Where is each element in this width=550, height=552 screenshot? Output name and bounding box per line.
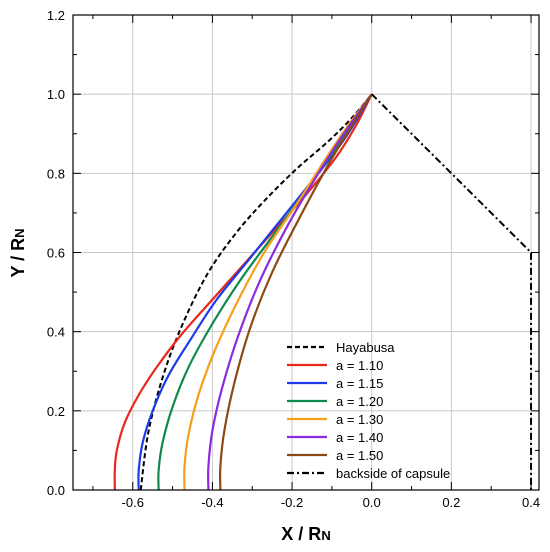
legend: Hayabusa a = 1.10 a = 1.15 a = 1.20 a = 1.30… (287, 340, 450, 481)
series-line-hayabusa (139, 93, 373, 491)
legend-label-a-1-20: a = 1.20 (336, 394, 383, 409)
series-line-a-1-40 (207, 93, 373, 491)
x-axis-title-subscript: N (321, 528, 330, 543)
axis-title-layer: X / RN Y / RN (8, 228, 331, 544)
series-line-a-1-30 (183, 93, 373, 491)
y-axis-title-subscript: N (12, 228, 27, 237)
y-tick-label: 0.6 (47, 246, 65, 261)
legend-label-a-1-40: a = 1.40 (336, 430, 383, 445)
series-line-a-1-10 (113, 93, 373, 491)
y-axis-title: Y / RN (8, 228, 28, 277)
y-tick-label: 0.4 (47, 325, 65, 340)
y-tick-label: 1.2 (47, 8, 65, 23)
tick-layer: -0.6 -0.4 -0.2 0.0 0.2 0.4 0.0 0.2 0.4 0.6 0.8 1.0 1… (47, 8, 540, 510)
legend-label-a-1-30: a = 1.30 (336, 412, 383, 427)
y-tick-label: 0.0 (47, 483, 65, 498)
legend-label-backside-of-capsule: backside of capsule (336, 466, 450, 481)
x-tick-label: 0.2 (442, 495, 460, 510)
legend-label-a-1-15: a = 1.15 (336, 376, 383, 391)
y-tick-label: 0.8 (47, 166, 65, 181)
x-tick-label: -0.2 (281, 495, 303, 510)
series-line-a-1-50 (218, 93, 373, 491)
x-tick-label: 0.4 (522, 495, 540, 510)
y-tick-label: 1.0 (47, 87, 65, 102)
x-tick-label: -0.4 (201, 495, 223, 510)
legend-label-a-1-50: a = 1.50 (336, 448, 383, 463)
y-tick-label: 0.2 (47, 404, 65, 419)
series-layer (113, 93, 533, 491)
x-axis-title: X / RN (281, 524, 330, 544)
legend-label-hayabusa: Hayabusa (336, 340, 395, 355)
legend-label-a-1-10: a = 1.10 (336, 358, 383, 373)
x-tick-label: -0.6 (122, 495, 144, 510)
x-tick-label: 0.0 (363, 495, 381, 510)
